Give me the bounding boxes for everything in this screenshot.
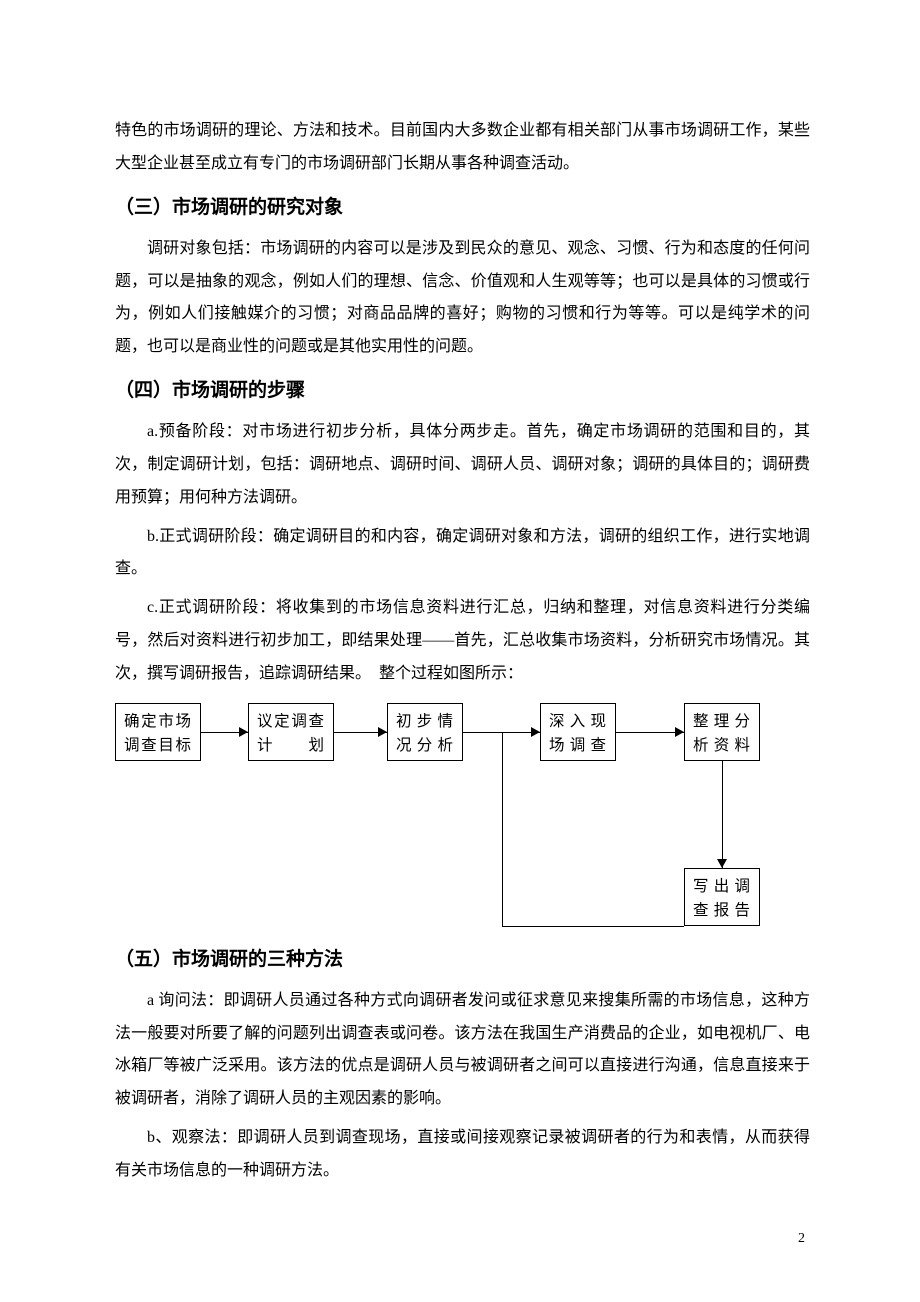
flowchart-arrow-icon [675, 727, 684, 737]
flowchart-arrow-icon [531, 727, 540, 737]
step-b-paragraph: b.正式调研阶段：确定调研目的和内容，确定调研对象和方法，调研的组织工作，进行实… [115, 521, 810, 587]
flowchart-edge [684, 897, 685, 926]
object-paragraph: 调研对象包括：市场调研的内容可以是涉及到民众的意见、观念、习惯、行为和态度的任何… [115, 233, 810, 364]
flowchart-node-b2: 议定调查计划 [248, 703, 334, 761]
heading-section-4: （四）市场调研的步骤 [115, 374, 810, 408]
flowchart-node-b4: 深入现场调查 [540, 703, 616, 761]
flowchart-arrow-icon [717, 859, 727, 868]
flowchart-edge [722, 761, 723, 868]
flowchart-node-b3: 初步情况分析 [387, 703, 463, 761]
page-number: 2 [798, 1231, 805, 1247]
flowchart-node-b6: 写出调查报告 [684, 868, 760, 926]
flowchart-node-b1: 确定市场调查目标 [115, 703, 201, 761]
flowchart-node-b5: 整理分析资料 [684, 703, 760, 761]
intro-paragraph-continued: 特色的市场调研的理论、方法和技术。目前国内大多数企业都有相关部门从事市场调研工作… [115, 115, 810, 181]
flowchart-edge [502, 732, 503, 926]
method-b-paragraph: b、观察法：即调研人员到调查现场，直接或间接观察记录被调研者的行为和表情，从而获… [115, 1122, 810, 1188]
flowchart-edge [502, 926, 685, 927]
flowchart-arrow-icon [239, 727, 248, 737]
heading-section-5: （五）市场调研的三种方法 [115, 943, 810, 977]
flowchart-edge [616, 732, 684, 733]
flowchart-arrow-icon [378, 727, 387, 737]
method-a-paragraph: a 询问法：即调研人员通过各种方式向调研者发问或征求意见来搜集所需的市场信息，这… [115, 985, 810, 1116]
process-flowchart: 确定市场调查目标议定调查计划初步情况分析 深入现场调查 整理分析资料写出调查报告 [115, 703, 810, 933]
heading-section-3: （三）市场调研的研究对象 [115, 191, 810, 225]
step-a-paragraph: a.预备阶段：对市场进行初步分析，具体分两步走。首先，确定市场调研的范围和目的，… [115, 416, 810, 514]
document-page: 特色的市场调研的理论、方法和技术。目前国内大多数企业都有相关部门从事市场调研工作… [0, 0, 920, 1188]
step-c-paragraph: c.正式调研阶段：将收集到的市场信息资料进行汇总，归纳和整理，对信息资料进行分类… [115, 592, 810, 690]
